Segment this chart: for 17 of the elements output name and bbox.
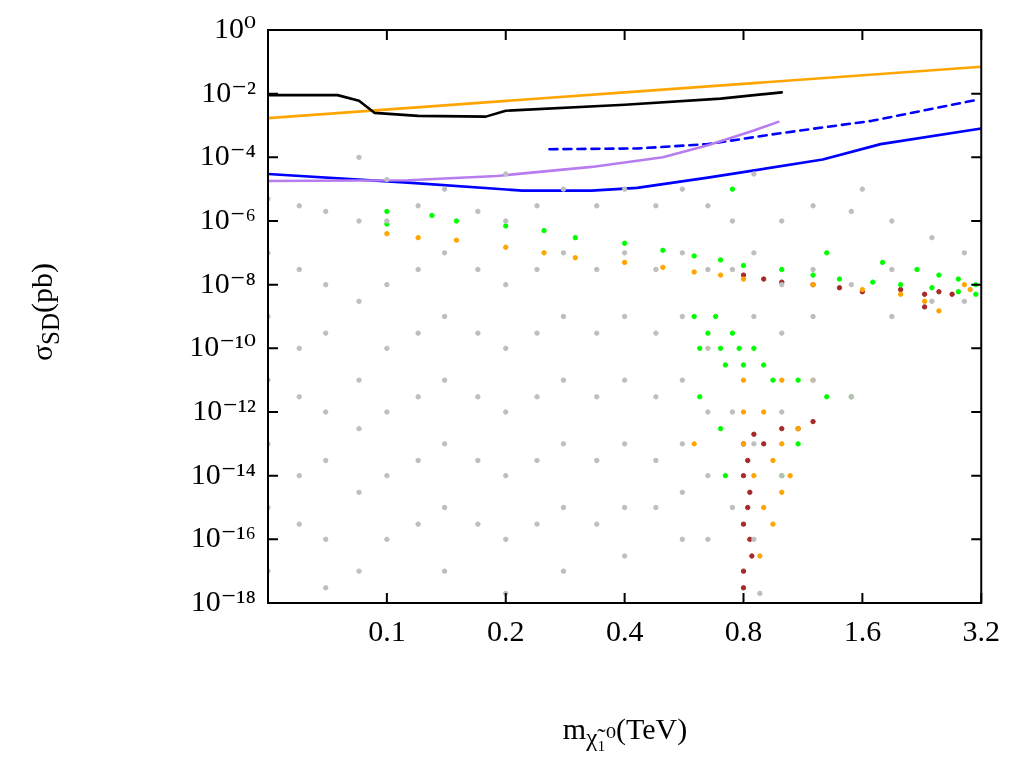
x-tick-label: 0.4 [605,613,644,647]
y-tick-label: 10⁻¹⁰ [189,329,256,363]
x-tick-label: 0.1 [368,613,406,647]
y-tick-label: 10⁻² [201,74,256,108]
y-tick-label: 10⁻¹⁶ [190,520,256,554]
y-tick-label: 10⁻¹² [192,392,256,426]
x-tick-label: 3.2 [962,613,1000,647]
x-tick-label: 0.8 [724,613,763,647]
y-tick-label: 10⁻⁶ [199,201,256,235]
x-axis-title: m$_{χ̃₁⁰}$(TeV) [562,712,688,752]
y-tick-label: 10⁻⁸ [199,265,256,299]
y-tick-label: 10⁻¹⁴ [190,456,256,490]
y-tick-label: 10⁻⁴ [199,138,256,172]
y-tick-label: 10⁻¹⁸ [190,583,256,617]
x-tick-label: 0.2 [487,613,525,647]
y-tick-label: 10⁰ [213,10,256,44]
x-tick-label: 1.6 [843,613,882,647]
